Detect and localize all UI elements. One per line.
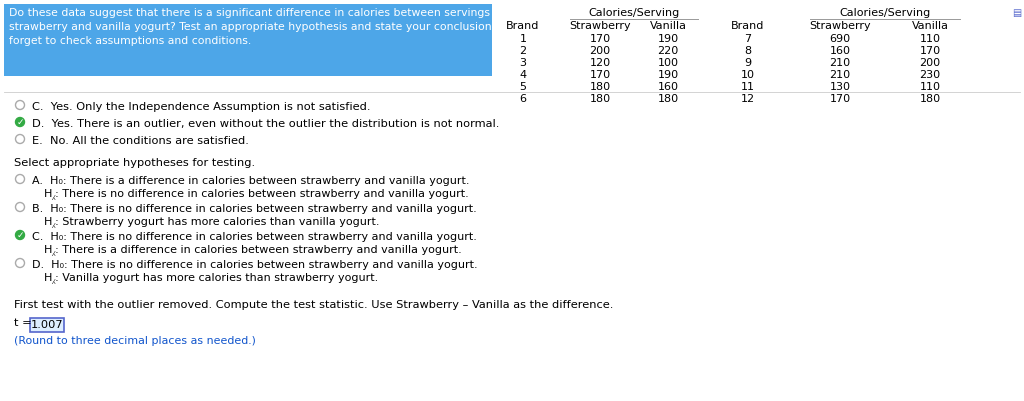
Text: H⁁: There is no difference in calories between strawberry and vanilla yogurt.: H⁁: There is no difference in calories b… (44, 189, 469, 200)
Text: 190: 190 (657, 70, 679, 80)
Text: Brand: Brand (731, 21, 765, 31)
Circle shape (15, 231, 25, 239)
Text: ✓: ✓ (16, 231, 24, 239)
Text: 180: 180 (590, 94, 610, 104)
Text: D.  Yes. There is an outlier, even without the outlier the distribution is not n: D. Yes. There is an outlier, even withou… (32, 119, 500, 129)
Text: forget to check assumptions and conditions.: forget to check assumptions and conditio… (9, 36, 251, 46)
Text: 160: 160 (829, 46, 851, 56)
Text: 220: 220 (657, 46, 679, 56)
Text: 170: 170 (829, 94, 851, 104)
Text: 160: 160 (657, 82, 679, 92)
Text: B.  H₀: There is no difference in calories between strawberry and vanilla yogurt: B. H₀: There is no difference in calorie… (32, 204, 477, 214)
Text: 9: 9 (744, 58, 752, 68)
Text: C.  H₀: There is no difference in calories between strawberry and vanilla yogurt: C. H₀: There is no difference in calorie… (32, 232, 477, 242)
Text: 4: 4 (519, 70, 526, 80)
Text: Select appropriate hypotheses for testing.: Select appropriate hypotheses for testin… (14, 158, 255, 168)
Text: 180: 180 (657, 94, 679, 104)
Text: Calories/Serving: Calories/Serving (840, 8, 931, 18)
Text: Strawberry: Strawberry (569, 21, 631, 31)
Text: Strawberry: Strawberry (809, 21, 870, 31)
Text: 5: 5 (519, 82, 526, 92)
FancyBboxPatch shape (4, 4, 492, 76)
Text: 170: 170 (590, 34, 610, 44)
Text: (Round to three decimal places as needed.): (Round to three decimal places as needed… (14, 336, 256, 346)
Text: 7: 7 (744, 34, 752, 44)
Text: 170: 170 (920, 46, 941, 56)
Text: H⁁: There is a difference in calories between strawberry and vanilla yogurt.: H⁁: There is a difference in calories be… (44, 245, 462, 256)
Text: 210: 210 (829, 58, 851, 68)
Text: 200: 200 (920, 58, 941, 68)
Text: 110: 110 (920, 82, 940, 92)
Text: 2: 2 (519, 46, 526, 56)
Text: 690: 690 (829, 34, 851, 44)
Text: 8: 8 (744, 46, 752, 56)
Text: 10: 10 (741, 70, 755, 80)
Text: 3: 3 (519, 58, 526, 68)
Text: 100: 100 (657, 58, 679, 68)
Text: Brand: Brand (506, 21, 540, 31)
Text: 200: 200 (590, 46, 610, 56)
Text: 170: 170 (590, 70, 610, 80)
Text: 1.007: 1.007 (31, 320, 63, 330)
Text: A.  H₀: There is a difference in calories between strawberry and vanilla yogurt.: A. H₀: There is a difference in calories… (32, 176, 469, 186)
Text: C.  Yes. Only the Independence Assumption is not satisfied.: C. Yes. Only the Independence Assumption… (32, 102, 371, 112)
Text: H⁁: Strawberry yogurt has more calories than vanilla yogurt.: H⁁: Strawberry yogurt has more calories … (44, 217, 380, 228)
Text: H⁁: Vanilla yogurt has more calories than strawberry yogurt.: H⁁: Vanilla yogurt has more calories tha… (44, 273, 378, 284)
Text: ▤: ▤ (1013, 8, 1022, 18)
Circle shape (15, 117, 25, 126)
Text: 190: 190 (657, 34, 679, 44)
Text: Calories/Serving: Calories/Serving (589, 8, 680, 18)
Text: Vanilla: Vanilla (911, 21, 948, 31)
Text: 180: 180 (920, 94, 941, 104)
FancyBboxPatch shape (30, 318, 63, 332)
Text: D.  H₀: There is no difference in calories between strawberry and vanilla yogurt: D. H₀: There is no difference in calorie… (32, 260, 477, 270)
Text: 210: 210 (829, 70, 851, 80)
Text: strawberry and vanilla yogurt? Test an appropriate hypothesis and state your con: strawberry and vanilla yogurt? Test an a… (9, 22, 527, 32)
Text: 180: 180 (590, 82, 610, 92)
Text: ✓: ✓ (16, 117, 24, 126)
Text: E.  No. All the conditions are satisfied.: E. No. All the conditions are satisfied. (32, 136, 249, 146)
Text: 130: 130 (829, 82, 851, 92)
Text: Do these data suggest that there is a significant difference in calories between: Do these data suggest that there is a si… (9, 8, 504, 18)
Text: 230: 230 (920, 70, 941, 80)
Text: 12: 12 (741, 94, 755, 104)
Text: Vanilla: Vanilla (649, 21, 686, 31)
Text: 110: 110 (920, 34, 940, 44)
Text: 120: 120 (590, 58, 610, 68)
Text: First test with the outlier removed. Compute the test statistic. Use Strawberry : First test with the outlier removed. Com… (14, 300, 613, 310)
Text: t =: t = (14, 318, 32, 328)
Text: 11: 11 (741, 82, 755, 92)
Text: 6: 6 (519, 94, 526, 104)
Text: 1: 1 (519, 34, 526, 44)
